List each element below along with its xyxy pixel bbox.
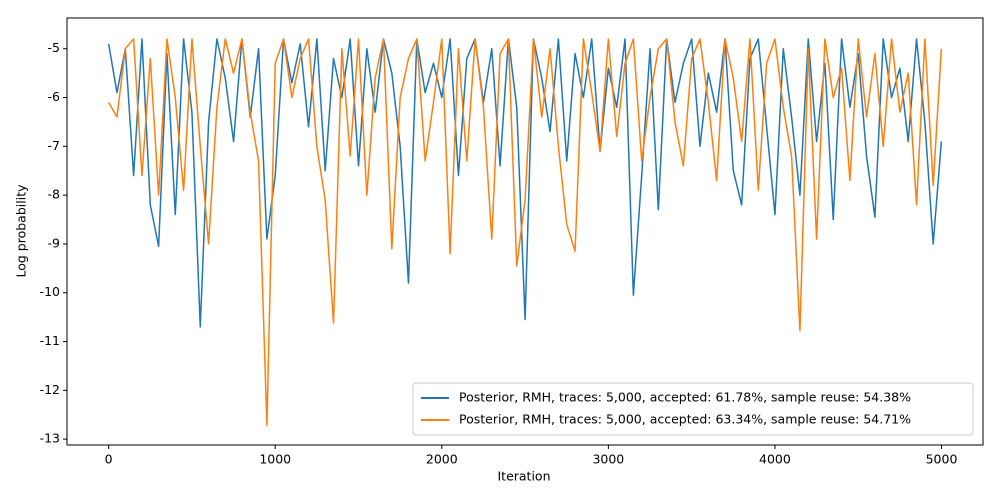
- x-tick-label: 4000: [759, 452, 791, 467]
- y-tick-label: -7: [48, 138, 60, 153]
- y-tick-label: -6: [48, 89, 61, 104]
- x-axis-label: Iteration: [497, 469, 550, 484]
- x-tick-label: 5000: [926, 452, 958, 467]
- legend-label: Posterior, RMH, traces: 5,000, accepted:…: [459, 412, 911, 427]
- y-tick-label: -11: [40, 333, 60, 348]
- legend: Posterior, RMH, traces: 5,000, accepted:…: [412, 382, 974, 436]
- y-tick-label: -8: [48, 187, 61, 202]
- y-tick-label: -12: [40, 382, 60, 397]
- y-tick-label: -9: [48, 235, 61, 250]
- plot-frame: [66, 17, 984, 446]
- y-axis-label: Log probability: [14, 184, 29, 278]
- legend-box: [412, 382, 974, 436]
- x-tick-label: 0: [105, 452, 113, 467]
- y-tick-label: -13: [40, 431, 60, 446]
- y-tick-label: -10: [40, 284, 60, 299]
- y-tick-label: -5: [48, 40, 60, 55]
- data-line: [107, 38, 943, 427]
- legend-label: Posterior, RMH, traces: 5,000, accepted:…: [459, 390, 911, 405]
- x-tick-label: 1000: [259, 452, 291, 467]
- data-line: [107, 38, 943, 328]
- x-tick-label: 3000: [592, 452, 624, 467]
- x-tick-label: 2000: [426, 452, 458, 467]
